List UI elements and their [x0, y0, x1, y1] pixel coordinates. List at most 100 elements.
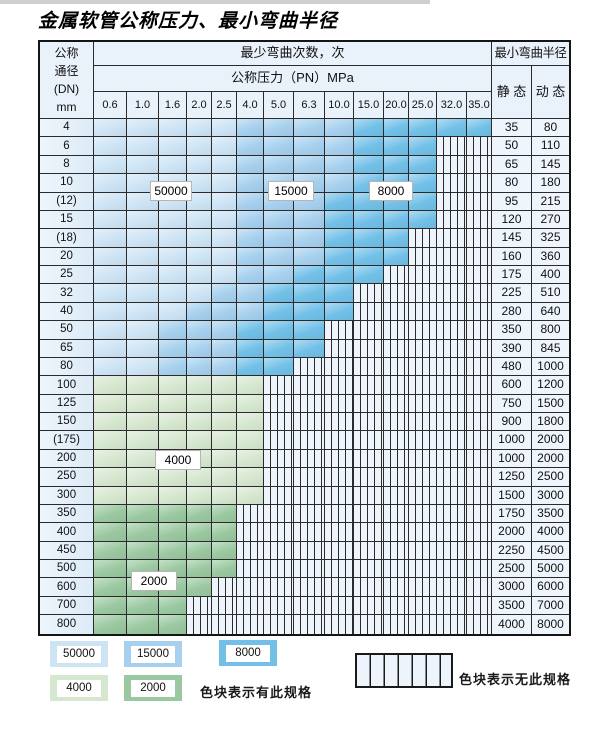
spec-cell-none [467, 486, 492, 505]
spec-cell-none [467, 284, 492, 303]
spec-cell-none [325, 376, 354, 395]
spec-cell [237, 486, 264, 505]
spec-cell-none [354, 504, 384, 524]
spec-cell-none [294, 615, 325, 634]
spec-cell [384, 155, 409, 175]
spec-cell [237, 431, 264, 450]
spec-cell-none [467, 229, 492, 248]
pressure-header-5.0: 5.0 [264, 92, 294, 119]
dn-cell: 50 [40, 321, 94, 340]
spec-cell [187, 284, 212, 303]
spec-cell-none [264, 394, 294, 413]
spec-cell-none [409, 247, 437, 266]
spec-cell [325, 302, 354, 322]
spec-cell-none [237, 523, 264, 542]
spec-cell-none [325, 560, 354, 579]
spec-cell-none [325, 523, 354, 542]
dynamic-radius-cell: 6000 [532, 578, 569, 597]
spec-cell [159, 229, 187, 248]
page-title: 金属软管公称压力、最小弯曲半径 [38, 10, 339, 32]
spec-cell-none [409, 504, 437, 524]
spec-cell-none [437, 486, 467, 505]
spec-cell [94, 266, 127, 285]
dynamic-radius-cell: 3500 [532, 504, 569, 524]
spec-cell-none [325, 339, 354, 358]
spec-cell [437, 119, 467, 138]
spec-cell [325, 284, 354, 303]
radius-title-header: 最小弯曲半径 [492, 42, 569, 66]
spec-cell [94, 119, 127, 138]
dn-cell: (18) [40, 229, 94, 248]
spec-cell-none [467, 523, 492, 542]
spec-cell [354, 119, 384, 138]
legend-swatch-4000-label: 4000 [57, 679, 101, 697]
spec-cell-none [237, 504, 264, 524]
spec-cell [127, 119, 159, 138]
spec-cell [127, 523, 159, 542]
spec-cell-none [264, 578, 294, 597]
spec-cell-none [467, 468, 492, 487]
spec-cell-none [384, 541, 409, 560]
dn-cell: 250 [40, 468, 94, 487]
spec-cell-none [294, 504, 325, 524]
spec-cell [212, 376, 237, 395]
static-radius-cell: 3500 [492, 596, 532, 616]
legend-swatch-2000: 2000 [124, 675, 182, 701]
legend-note-available: 色块表示有此规格 [200, 685, 313, 700]
spec-cell-none [384, 266, 409, 285]
spec-cell [187, 210, 212, 230]
spec-cell [384, 247, 409, 266]
spec-cell-none [325, 486, 354, 505]
spec-cell-none [354, 615, 384, 634]
static-column-header: 静 态 [492, 66, 532, 119]
spec-cell [187, 192, 212, 211]
spec-cell-none [467, 449, 492, 469]
spec-cell-none [264, 376, 294, 395]
spec-cell [325, 192, 354, 211]
dn-cell: 125 [40, 394, 94, 413]
spec-cell [94, 155, 127, 175]
spec-cell-none [325, 504, 354, 524]
spec-cell [94, 596, 127, 616]
spec-cell-none [354, 449, 384, 469]
spec-cell [159, 541, 187, 560]
dynamic-radius-cell: 510 [532, 284, 569, 303]
spec-cell-none [467, 192, 492, 211]
spec-cell [384, 229, 409, 248]
spec-cell-none [294, 596, 325, 616]
spec-cell [127, 504, 159, 524]
spec-cell-none [264, 523, 294, 542]
dynamic-radius-cell: 2000 [532, 431, 569, 450]
static-radius-cell: 1250 [492, 468, 532, 487]
spec-cell [237, 210, 264, 230]
spec-cell [354, 210, 384, 230]
spec-cell-none [467, 413, 492, 432]
dn-cell: 25 [40, 266, 94, 285]
spec-cell [237, 174, 264, 193]
spec-cell [187, 229, 212, 248]
spec-cell [212, 357, 237, 377]
spec-cell [187, 302, 212, 322]
pressure-header-0.6: 0.6 [94, 92, 127, 119]
legend-swatch-8000: 8000 [219, 640, 277, 666]
spec-cell [294, 137, 325, 156]
spec-cell-none [437, 229, 467, 248]
spec-cell-none [354, 541, 384, 560]
static-radius-cell: 350 [492, 321, 532, 340]
spec-cell-none [467, 339, 492, 358]
dn-cell: 600 [40, 578, 94, 597]
spec-cell [212, 155, 237, 175]
spec-cell-none [264, 504, 294, 524]
spec-cell [94, 541, 127, 560]
spec-cell [187, 376, 212, 395]
spec-cell-none [384, 394, 409, 413]
pressure-header-4.0: 4.0 [237, 92, 264, 119]
dynamic-column-header: 动 态 [532, 66, 569, 119]
dynamic-radius-cell: 215 [532, 192, 569, 211]
pressure-header-1.6: 1.6 [159, 92, 187, 119]
spec-cell [237, 357, 264, 377]
spec-cell-none [437, 247, 467, 266]
static-radius-cell: 2000 [492, 523, 532, 542]
spec-cell-none [264, 541, 294, 560]
